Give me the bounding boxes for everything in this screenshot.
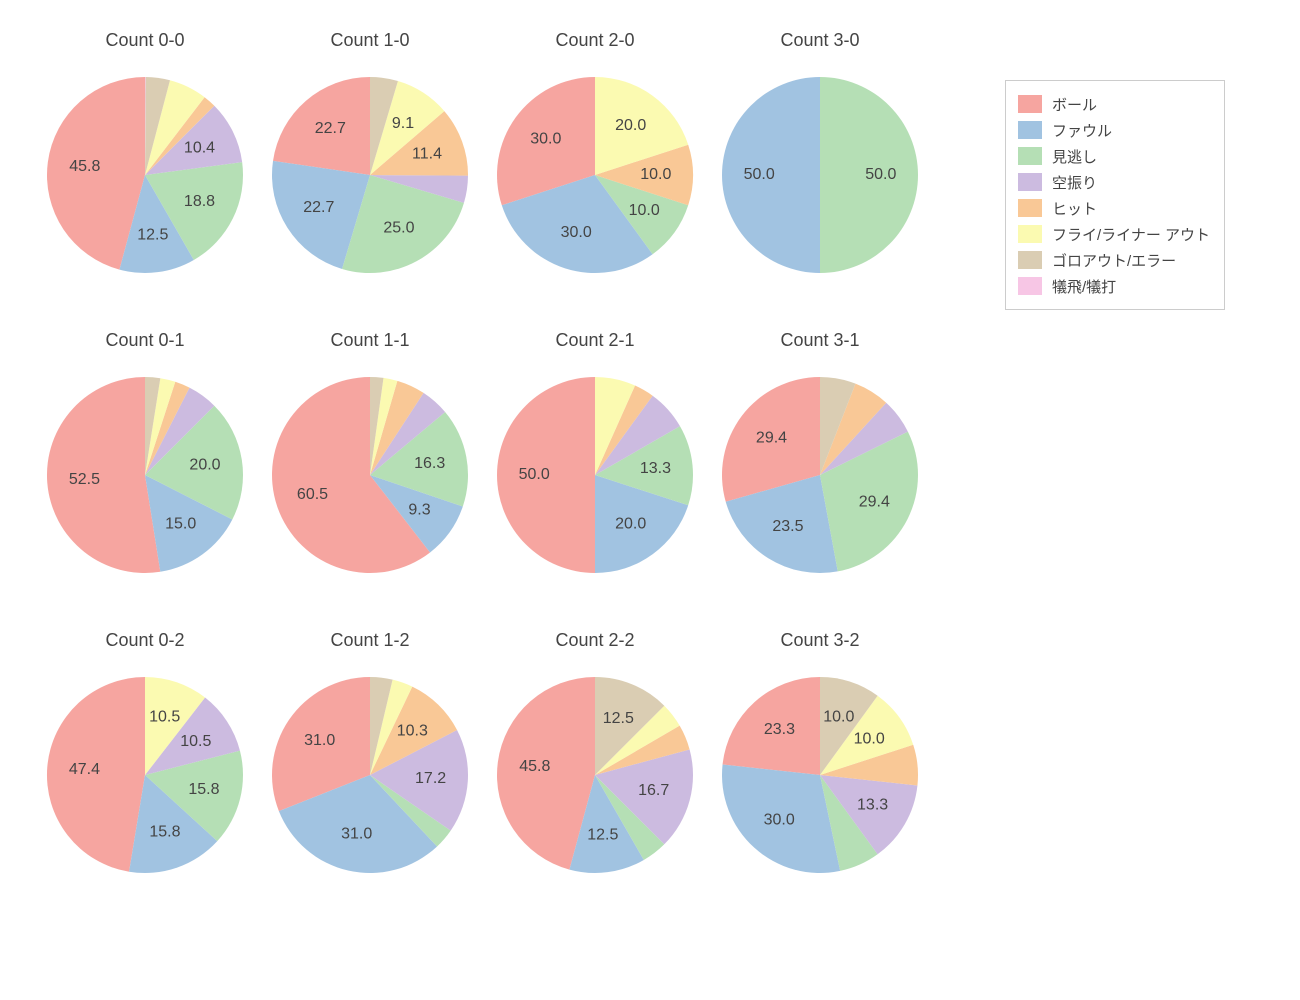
legend-item-sac: 犠飛/犠打 <box>1018 273 1210 299</box>
pie-chart: 50.0 20.0 13.3 <box>491 371 699 579</box>
slice-label-foul: 9.3 <box>408 501 430 518</box>
slice-label-look: 50.0 <box>865 166 896 183</box>
slice-label-foul: 15.8 <box>149 824 180 841</box>
slice-label-ball: 29.4 <box>756 430 787 447</box>
slice-label-hit: 10.0 <box>640 166 671 183</box>
pie-chart: 29.4 23.5 29.4 <box>716 371 924 579</box>
chart-title: Count 0-2 <box>105 630 184 651</box>
legend-item-foul: ファウル <box>1018 117 1210 143</box>
slice-label-foul: 23.5 <box>772 518 803 535</box>
slice-label-ball: 47.4 <box>69 761 100 778</box>
legend: ボールファウル見逃し空振りヒットフライ/ライナー アウトゴロアウト/エラー犠飛/… <box>1005 80 1225 310</box>
pie-slice-ball <box>47 377 160 573</box>
slice-label-foul: 22.7 <box>303 199 334 216</box>
legend-item-hit: ヒット <box>1018 195 1210 221</box>
legend-swatch <box>1018 251 1042 269</box>
chart-title: Count 0-1 <box>105 330 184 351</box>
slice-label-ball: 23.3 <box>764 721 795 738</box>
legend-swatch <box>1018 173 1042 191</box>
pie-chart: 52.5 15.0 20.0 <box>41 371 249 579</box>
slice-label-swing: 13.3 <box>857 797 888 814</box>
legend-label: ファウル <box>1052 120 1112 141</box>
pie-chart: 45.8 12.5 18.8 10.4 <box>41 71 249 279</box>
slice-label-foul: 31.0 <box>341 826 372 843</box>
slice-label-foul: 15.0 <box>165 515 196 532</box>
chart-title: Count 2-2 <box>555 630 634 651</box>
slice-label-ball: 50.0 <box>519 466 550 483</box>
chart-title: Count 3-2 <box>780 630 859 651</box>
pie-chart: 50.0 50.0 <box>716 71 924 279</box>
pie-grid: Count 0-045.812.518.810.4Count 1-022.722… <box>0 0 1300 1000</box>
chart-title: Count 1-0 <box>330 30 409 51</box>
legend-swatch <box>1018 121 1042 139</box>
slice-label-ball: 52.5 <box>69 471 100 488</box>
slice-label-foul: 20.0 <box>615 515 646 532</box>
slice-label-look: 20.0 <box>189 457 220 474</box>
chart-title: Count 1-1 <box>330 330 409 351</box>
slice-label-look: 16.3 <box>414 455 445 472</box>
legend-swatch <box>1018 95 1042 113</box>
legend-label: ヒット <box>1052 198 1097 219</box>
slice-label-look: 13.3 <box>640 460 671 477</box>
legend-label: 見逃し <box>1052 146 1097 167</box>
legend-item-look: 見逃し <box>1018 143 1210 169</box>
slice-label-flyliner: 10.5 <box>149 709 180 726</box>
pie-chart: 31.0 31.0 17.2 10.3 <box>266 671 474 879</box>
slice-label-hit: 11.4 <box>412 145 442 162</box>
pie-chart: 23.3 30.0 13.3 10.010.0 <box>716 671 924 879</box>
pie-chart: 22.7 22.7 25.0 11.4 9.1 <box>266 71 474 279</box>
legend-swatch <box>1018 199 1042 217</box>
slice-label-hit: 10.3 <box>397 723 428 740</box>
pie-chart: 60.5 9.3 16.3 <box>266 371 474 579</box>
slice-label-swing: 10.5 <box>180 733 211 750</box>
chart-title: Count 3-1 <box>780 330 859 351</box>
chart-title: Count 0-0 <box>105 30 184 51</box>
slice-label-swing: 10.4 <box>184 139 215 156</box>
legend-label: 犠飛/犠打 <box>1052 276 1116 297</box>
slice-label-ball: 60.5 <box>297 486 328 503</box>
legend-swatch <box>1018 147 1042 165</box>
legend-label: フライ/ライナー アウト <box>1052 224 1210 245</box>
slice-label-foul: 30.0 <box>764 811 795 828</box>
slice-label-ball: 30.0 <box>530 131 561 148</box>
chart-title: Count 2-0 <box>555 30 634 51</box>
slice-label-ground: 10.0 <box>823 708 854 725</box>
legend-label: 空振り <box>1052 172 1097 193</box>
legend-item-flyliner: フライ/ライナー アウト <box>1018 221 1210 247</box>
slice-label-ball: 22.7 <box>315 120 346 137</box>
slice-label-foul: 12.5 <box>137 227 168 244</box>
legend-swatch <box>1018 225 1042 243</box>
slice-label-look: 15.8 <box>188 781 219 798</box>
slice-label-flyliner: 9.1 <box>392 115 414 132</box>
pie-chart: 47.4 15.8 15.8 10.510.5 <box>41 671 249 879</box>
slice-label-ground: 12.5 <box>603 710 634 727</box>
slice-label-swing: 16.7 <box>638 782 669 799</box>
slice-label-foul: 50.0 <box>744 166 775 183</box>
slice-label-look: 25.0 <box>383 220 414 237</box>
legend-item-ground: ゴロアウト/エラー <box>1018 247 1210 273</box>
slice-label-swing: 17.2 <box>415 770 446 787</box>
legend-item-swing: 空振り <box>1018 169 1210 195</box>
slice-label-foul: 30.0 <box>561 224 592 241</box>
slice-label-look: 29.4 <box>859 493 890 510</box>
slice-label-look: 18.8 <box>184 193 215 210</box>
pie-chart: 30.0 30.0 10.0 10.0 20.0 <box>491 71 699 279</box>
slice-label-flyliner: 10.0 <box>854 731 885 748</box>
slice-label-flyliner: 20.0 <box>615 117 646 134</box>
legend-label: ゴロアウト/エラー <box>1052 250 1176 271</box>
chart-title: Count 3-0 <box>780 30 859 51</box>
slice-label-foul: 12.5 <box>587 827 618 844</box>
legend-label: ボール <box>1052 94 1097 115</box>
slice-label-ball: 31.0 <box>304 732 335 749</box>
slice-label-ball: 45.8 <box>519 758 550 775</box>
legend-swatch <box>1018 277 1042 295</box>
legend-item-ball: ボール <box>1018 91 1210 117</box>
pie-chart: 45.8 12.5 16.7 12.5 <box>491 671 699 879</box>
slice-label-ball: 45.8 <box>69 158 100 175</box>
slice-label-look: 10.0 <box>629 202 660 219</box>
chart-title: Count 2-1 <box>555 330 634 351</box>
chart-title: Count 1-2 <box>330 630 409 651</box>
